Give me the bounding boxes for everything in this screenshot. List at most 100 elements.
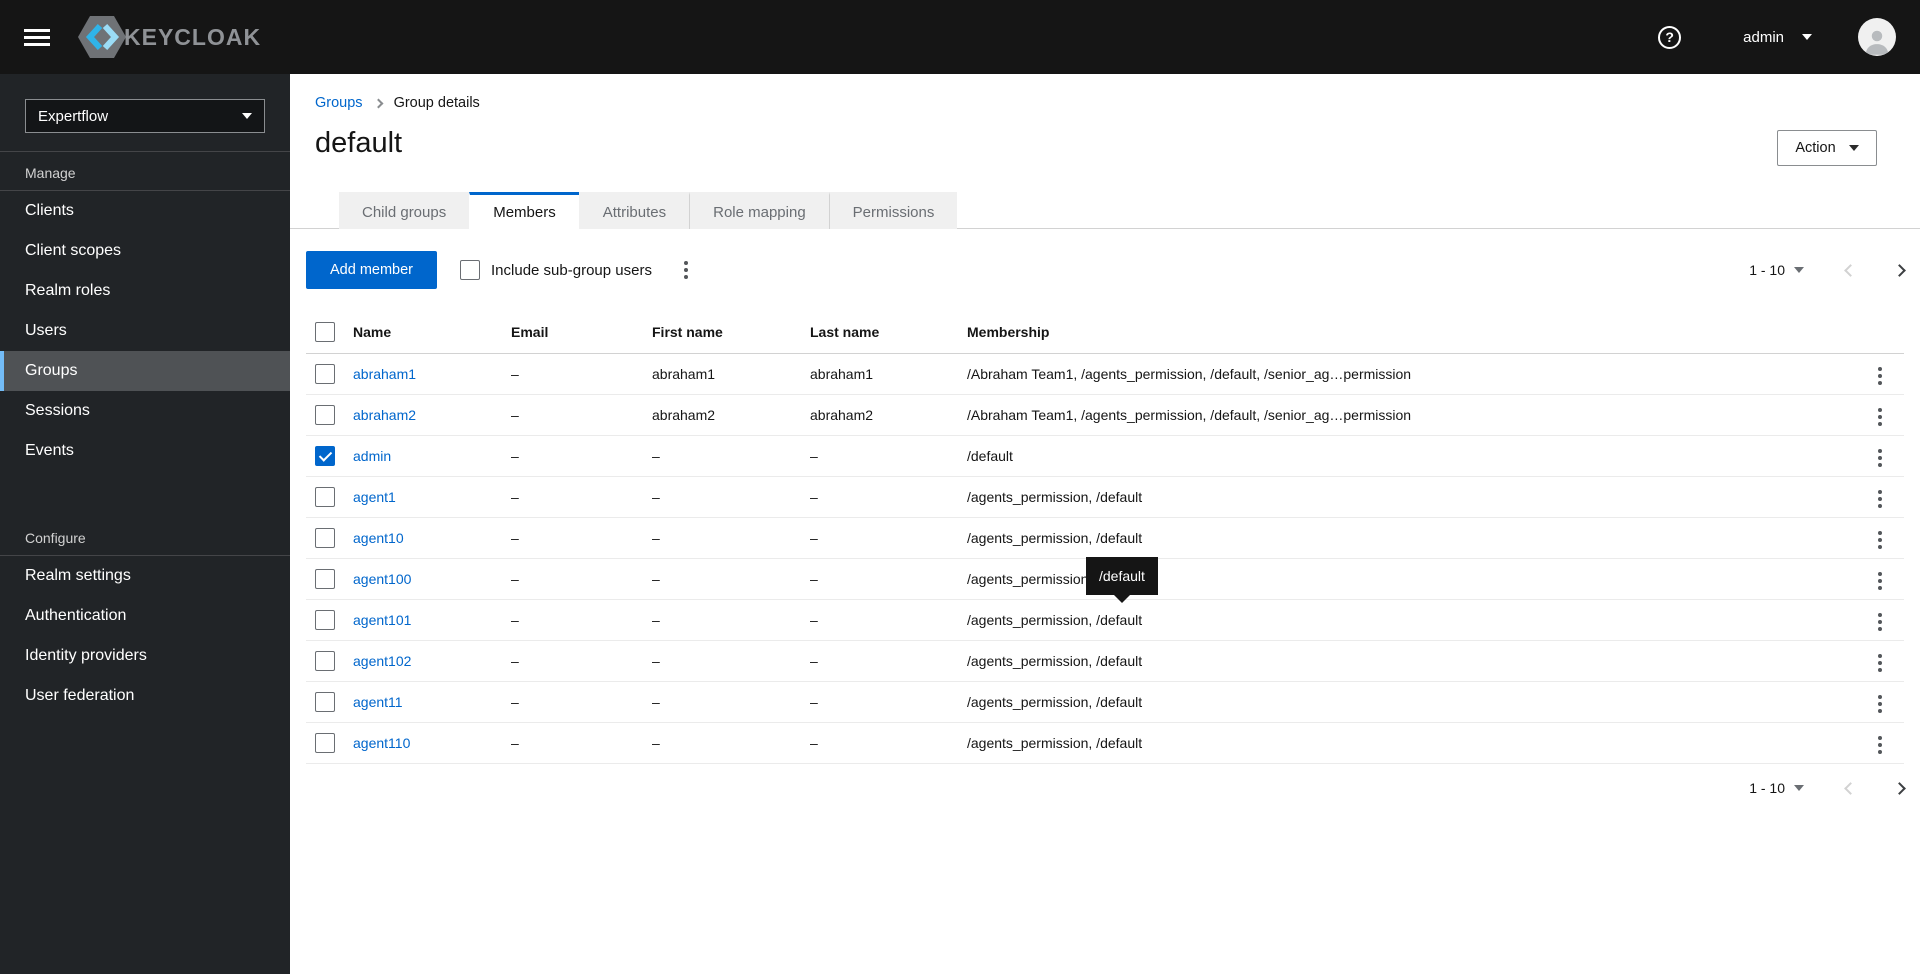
row-kebab-menu[interactable] — [1873, 731, 1887, 759]
member-first-name: abraham2 — [652, 394, 810, 436]
row-kebab-menu[interactable] — [1873, 649, 1887, 677]
toolbar-kebab-menu[interactable] — [679, 256, 693, 284]
realm-selector[interactable]: Expertflow — [25, 99, 265, 133]
member-name-link[interactable]: agent100 — [353, 570, 412, 587]
column-header-first-name: First name — [652, 311, 810, 354]
sidebar-item-groups[interactable]: Groups — [0, 351, 290, 391]
table-row: agent101 – – – /agents_permission, /defa… — [306, 599, 1904, 641]
member-membership: /agents_permission, /default — [967, 681, 1856, 723]
table-row: agent102 – – – /agents_permission, /defa… — [306, 640, 1904, 682]
member-name-link[interactable]: abraham1 — [353, 365, 417, 382]
table-row: abraham2 – abraham2 abraham2 /Abraham Te… — [306, 394, 1904, 436]
tab-bar: Child groups Members Attributes Role mappin… — [290, 192, 1920, 229]
sidebar-item-user-federation[interactable]: User federation — [25, 687, 135, 704]
member-first-name: – — [652, 722, 810, 764]
sidebar-item-users[interactable]: Users — [25, 322, 67, 339]
sidebar-item-client-scopes[interactable]: Client scopes — [25, 242, 122, 259]
table-row: abraham1 – abraham1 abraham1 /Abraham Te… — [306, 353, 1904, 395]
keycloak-logo[interactable]: KEYCLOAK — [77, 15, 261, 59]
member-membership: /agents_permission, /default — [967, 476, 1856, 518]
row-checkbox[interactable] — [315, 650, 335, 671]
sidebar: Expertflow Manage Clients Client scopes Re… — [0, 74, 290, 974]
pagination-bottom: 1 - 10 — [1749, 780, 1906, 796]
member-membership: /default — [967, 435, 1856, 477]
row-checkbox[interactable] — [315, 691, 335, 712]
action-button-label: Action — [1795, 140, 1836, 156]
pagination-next-button[interactable] — [1893, 263, 1906, 277]
member-name-link[interactable]: agent110 — [353, 734, 411, 751]
member-first-name: – — [652, 599, 810, 641]
row-kebab-menu[interactable] — [1873, 608, 1887, 636]
avatar[interactable] — [1858, 18, 1896, 56]
member-name-link[interactable]: agent102 — [353, 652, 412, 669]
row-checkbox[interactable] — [315, 486, 335, 507]
row-kebab-menu[interactable] — [1873, 567, 1887, 595]
pagination-next-button[interactable] — [1893, 781, 1906, 795]
hamburger-menu-icon[interactable] — [24, 25, 50, 50]
member-name-link[interactable]: admin — [353, 447, 392, 464]
realm-name: Expertflow — [38, 107, 109, 125]
pagination-range[interactable]: 1 - 10 — [1749, 262, 1785, 278]
table-row: agent10 – – – /agents_permission, /defau… — [306, 517, 1904, 559]
member-first-name: – — [652, 681, 810, 723]
member-first-name: abraham1 — [652, 353, 810, 395]
member-last-name: – — [810, 722, 967, 764]
row-kebab-menu[interactable] — [1873, 444, 1887, 472]
tab-role-mapping[interactable]: Role mapping — [689, 192, 829, 229]
chevron-down-icon — [1802, 34, 1812, 40]
sidebar-item-realm-roles[interactable]: Realm roles — [25, 282, 111, 299]
tab-child-groups[interactable]: Child groups — [339, 192, 470, 229]
row-checkbox[interactable] — [315, 445, 335, 466]
member-email: – — [511, 476, 652, 518]
row-checkbox[interactable] — [315, 404, 335, 425]
chevron-down-icon — [242, 113, 252, 119]
member-last-name: abraham1 — [810, 353, 967, 395]
sidebar-item-authentication[interactable]: Authentication — [25, 607, 127, 624]
sidebar-item-sessions[interactable]: Sessions — [25, 402, 90, 419]
members-table: Name Email First name Last name Membersh… — [306, 311, 1904, 764]
member-name-link[interactable]: agent1 — [353, 488, 396, 505]
sidebar-item-realm-settings[interactable]: Realm settings — [25, 567, 131, 584]
member-email: – — [511, 599, 652, 641]
tab-members[interactable]: Members — [469, 192, 579, 229]
member-last-name: – — [810, 599, 967, 641]
pagination-prev-button[interactable] — [1844, 263, 1857, 277]
tab-attributes[interactable]: Attributes — [578, 192, 690, 229]
row-kebab-menu[interactable] — [1873, 485, 1887, 513]
sidebar-item-identity-providers[interactable]: Identity providers — [25, 647, 147, 664]
include-subgroup-checkbox[interactable] — [460, 260, 481, 280]
sidebar-nav: Manage Clients Client scopes Realm roles Us… — [0, 152, 290, 716]
pagination-prev-button[interactable] — [1844, 781, 1857, 795]
row-kebab-menu[interactable] — [1873, 526, 1887, 554]
row-kebab-menu[interactable] — [1873, 690, 1887, 718]
member-name-link[interactable]: agent11 — [353, 693, 403, 710]
action-dropdown-button[interactable]: Action — [1777, 130, 1877, 166]
member-last-name: – — [810, 558, 967, 600]
pagination-range[interactable]: 1 - 10 — [1749, 780, 1785, 796]
member-last-name: – — [810, 435, 967, 477]
row-checkbox[interactable] — [315, 568, 335, 589]
row-checkbox[interactable] — [315, 609, 335, 630]
member-name-link[interactable]: agent10 — [353, 529, 404, 546]
breadcrumb-groups-link[interactable]: Groups — [315, 95, 363, 111]
row-kebab-menu[interactable] — [1873, 362, 1887, 390]
member-first-name: – — [652, 435, 810, 477]
user-menu[interactable]: admin — [1743, 29, 1812, 46]
member-name-link[interactable]: abraham2 — [353, 406, 417, 423]
pagination-caret-icon[interactable] — [1794, 785, 1804, 791]
member-name-link[interactable]: agent101 — [353, 611, 412, 628]
sidebar-item-events[interactable]: Events — [25, 442, 74, 459]
row-checkbox[interactable] — [315, 527, 335, 548]
help-icon[interactable]: ? — [1658, 25, 1682, 49]
member-email: – — [511, 517, 652, 559]
row-checkbox[interactable] — [315, 363, 335, 384]
member-email: – — [511, 640, 652, 682]
pagination-caret-icon[interactable] — [1794, 267, 1804, 273]
add-member-button[interactable]: Add member — [306, 251, 438, 289]
tab-permissions[interactable]: Permissions — [828, 192, 958, 229]
select-all-checkbox[interactable] — [315, 321, 335, 342]
sidebar-item-clients[interactable]: Clients — [25, 202, 74, 219]
row-checkbox[interactable] — [315, 732, 335, 753]
member-first-name: – — [652, 640, 810, 682]
row-kebab-menu[interactable] — [1873, 403, 1887, 431]
